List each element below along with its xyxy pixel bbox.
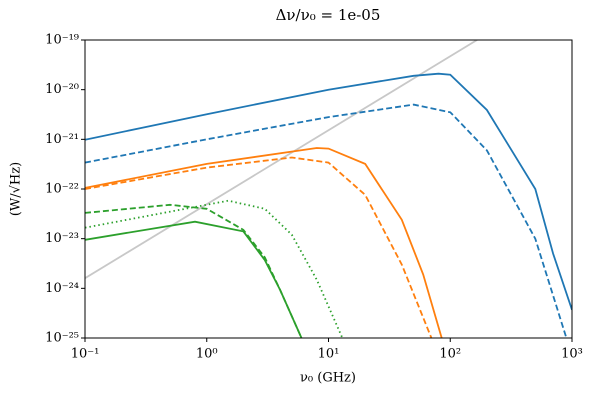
x-tick-label: 10³ xyxy=(561,347,583,362)
line-series xyxy=(85,199,344,338)
line-series xyxy=(85,220,303,338)
x-tick-label: 10⁻¹ xyxy=(71,347,100,362)
line-series xyxy=(85,103,568,338)
line-series xyxy=(85,156,433,338)
y-tick-label: 10⁻²⁴ xyxy=(45,281,79,296)
y-tick-label: 10⁻²⁵ xyxy=(45,331,79,346)
line-series xyxy=(85,147,443,338)
y-tick-label: 10⁻²² xyxy=(45,182,79,197)
x-tick-label: 10² xyxy=(439,347,461,362)
x-tick-label: 10⁰ xyxy=(196,347,218,362)
plot-frame xyxy=(84,39,573,339)
x-tick-label: 10¹ xyxy=(318,347,340,362)
x-axis-label: ν₀ (GHz) xyxy=(300,371,356,386)
y-axis-label: (W/√Hz) xyxy=(9,162,24,216)
y-tick-label: 10⁻²³ xyxy=(45,231,79,246)
line-series xyxy=(85,203,303,338)
y-tick-label: 10⁻¹⁹ xyxy=(45,33,79,48)
y-tick-label: 10⁻²⁰ xyxy=(45,82,79,97)
line-series xyxy=(85,72,572,311)
chart-title: Δν/ν₀ = 1e-05 xyxy=(276,6,381,24)
y-tick-label: 10⁻²¹ xyxy=(45,132,79,147)
